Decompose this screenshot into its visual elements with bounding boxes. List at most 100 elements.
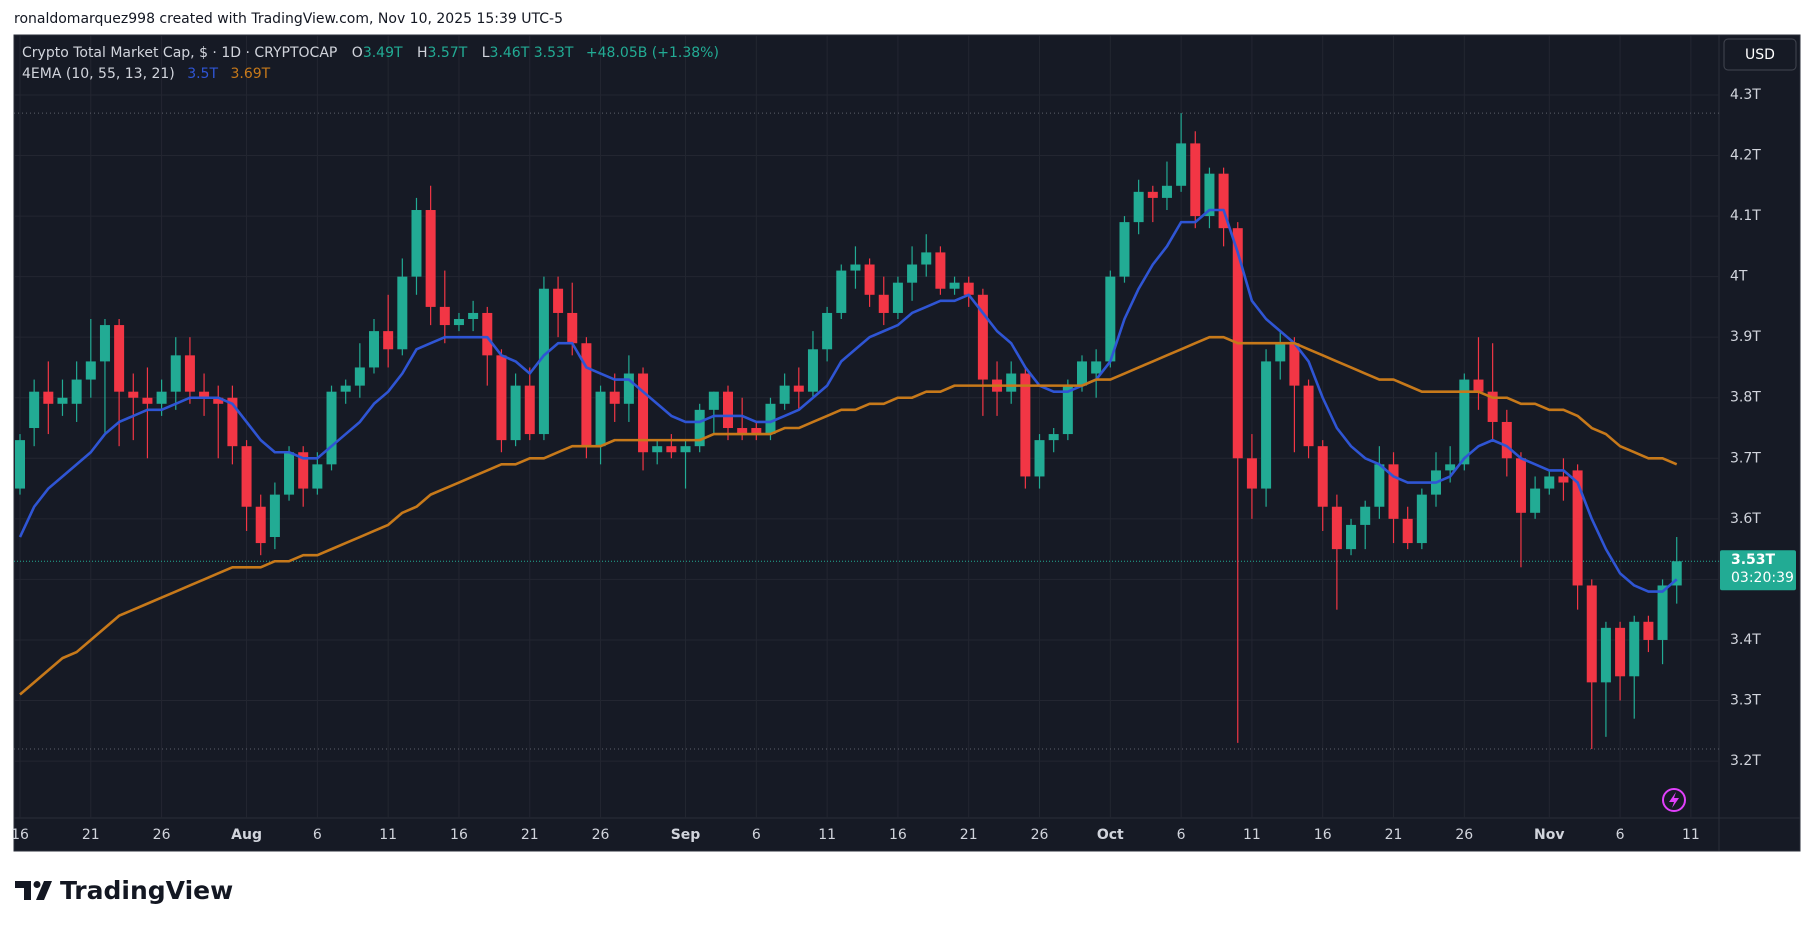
- axes: 3.2T3.3T3.4T3.5T3.6T3.7T3.8T3.9T4T4.1T4.…: [11, 87, 1796, 843]
- candle-body: [241, 446, 252, 507]
- candle-body: [99, 325, 110, 362]
- candle-body: [1346, 524, 1357, 550]
- ohlc-letter: L: [482, 45, 490, 61]
- candle-body: [595, 391, 606, 447]
- candle-body: [1133, 191, 1144, 223]
- candle-body: [156, 391, 167, 404]
- x-tick-label: 11: [379, 827, 397, 843]
- candle-body: [1388, 464, 1399, 519]
- attribution: ronaldomarquez998 created with TradingVi…: [14, 11, 563, 27]
- indicator-value: 3.5T: [187, 66, 218, 82]
- indicator-value: 3.69T: [230, 66, 270, 82]
- candle-body: [822, 312, 833, 350]
- last-price-label: 3.53T: [1731, 552, 1776, 568]
- candle-body: [638, 373, 649, 453]
- logo-icon: [15, 881, 52, 900]
- candle-body: [184, 355, 195, 392]
- candle-body: [425, 210, 436, 307]
- candle-body: [1586, 585, 1597, 683]
- logo-text: TradingView: [60, 876, 233, 905]
- candle-body: [1657, 585, 1668, 640]
- candle-body: [1190, 143, 1201, 217]
- candle-body: [1530, 488, 1541, 513]
- ohlc-value: 3.53T: [534, 45, 574, 61]
- x-tick-label: 26: [153, 827, 171, 843]
- candle-body: [977, 294, 988, 380]
- candle-body: [496, 355, 507, 441]
- candle-body: [114, 325, 125, 392]
- candle-body: [15, 440, 25, 489]
- x-tick-label: 21: [1385, 827, 1403, 843]
- candle-body: [468, 312, 479, 320]
- candle-body: [751, 428, 762, 435]
- x-tick-label: 16: [889, 827, 907, 843]
- candle-body: [1317, 446, 1328, 507]
- candle-body: [1204, 173, 1215, 217]
- candle-body: [255, 506, 266, 544]
- candle-body: [737, 428, 748, 435]
- x-tick-label: 26: [1031, 827, 1049, 843]
- y-tick-label: 4T: [1730, 269, 1748, 285]
- candle-body: [43, 391, 54, 404]
- x-tick-label: 16: [1314, 827, 1332, 843]
- x-tick-label: 6: [1177, 827, 1186, 843]
- lightning-icon[interactable]: [1662, 788, 1686, 812]
- symbol-title: Crypto Total Market Cap, $ · 1D · CRYPTO…: [22, 45, 337, 61]
- x-tick-label: Sep: [671, 827, 701, 843]
- grid: [14, 35, 1719, 818]
- candle-body: [1402, 518, 1413, 544]
- indicator-legend: 4EMA (10, 55, 13, 21) 3.5T 3.69T: [22, 66, 271, 82]
- x-tick-label: 21: [960, 827, 978, 843]
- candle-body: [864, 264, 875, 295]
- x-tick-label: Nov: [1534, 827, 1564, 843]
- candle-body: [836, 270, 847, 313]
- candle-body: [723, 391, 733, 429]
- countdown-label: 03:20:39: [1731, 570, 1794, 586]
- candle-body: [1034, 440, 1045, 477]
- candle-body: [708, 391, 719, 410]
- candle-body: [1261, 361, 1272, 489]
- candle-body: [779, 385, 790, 404]
- candle-body: [524, 385, 535, 435]
- x-tick-label: 21: [82, 827, 100, 843]
- candle-body: [85, 361, 96, 380]
- x-tick-label: 6: [1616, 827, 1625, 843]
- candle-body: [213, 397, 224, 404]
- x-tick-label: Oct: [1097, 827, 1124, 843]
- candle-body: [284, 452, 295, 495]
- y-tick-label: 3.7T: [1730, 450, 1761, 466]
- candle-body: [581, 343, 592, 447]
- candle-body: [312, 464, 323, 489]
- candle-body: [354, 367, 365, 386]
- candle-body: [1445, 464, 1456, 471]
- candle-body: [538, 288, 549, 435]
- currency-button[interactable]: [1723, 38, 1797, 71]
- candle-body: [1077, 361, 1087, 386]
- candle-body: [1487, 391, 1498, 422]
- candle-body: [29, 391, 40, 429]
- candle-body: [1048, 434, 1059, 441]
- x-tick-label: 11: [1682, 827, 1700, 843]
- candle-body: [1006, 373, 1017, 392]
- candle-body: [1275, 343, 1286, 362]
- candle-body: [1020, 373, 1031, 477]
- candle-body: [453, 319, 464, 326]
- candle-body: [298, 452, 309, 489]
- candle-body: [1473, 379, 1484, 392]
- x-tick-label: 6: [313, 827, 322, 843]
- y-tick-label: 3.4T: [1730, 632, 1761, 648]
- legend-row: Crypto Total Market Cap, $ · 1D · CRYPTO…: [22, 45, 719, 61]
- candle-body: [1501, 421, 1512, 459]
- candle-body: [1572, 470, 1583, 586]
- candle-body: [71, 379, 82, 404]
- currency-label[interactable]: USD: [1745, 47, 1775, 63]
- candle-body: [949, 282, 960, 289]
- candle-body: [482, 312, 493, 356]
- y-tick-label: 4.2T: [1730, 148, 1761, 164]
- candle-body: [1643, 621, 1654, 640]
- candle-body: [553, 288, 564, 313]
- candle-body: [1161, 185, 1172, 198]
- x-tick-label: 16: [450, 827, 468, 843]
